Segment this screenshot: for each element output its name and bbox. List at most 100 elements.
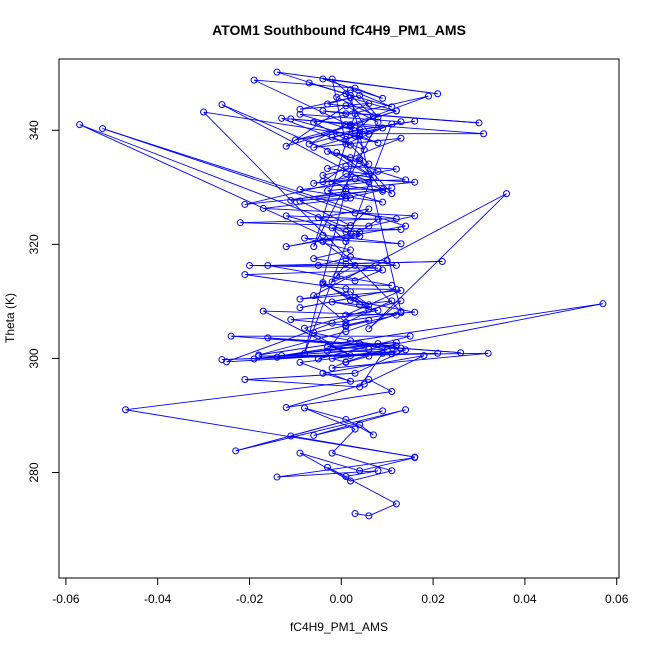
data-point: [328, 133, 336, 141]
y-axis-label: Theta (K): [3, 293, 17, 343]
series-segment: [327, 95, 360, 105]
data-point: [599, 300, 607, 308]
data-point: [484, 349, 492, 357]
data-point: [301, 324, 309, 332]
series-segment: [304, 407, 356, 430]
x-tick-label: 0.02: [421, 592, 445, 606]
series-segment: [345, 103, 370, 115]
data-point: [374, 113, 382, 121]
series-segment: [125, 409, 415, 458]
data-point: [310, 143, 318, 151]
series-segment: [368, 215, 415, 227]
data-point: [324, 165, 332, 173]
data-point: [392, 311, 400, 319]
data-point: [388, 103, 396, 111]
series-segment: [350, 95, 402, 312]
data-point: [314, 355, 322, 363]
data-point: [346, 230, 354, 238]
data-point: [223, 358, 231, 366]
series-segment: [226, 351, 397, 363]
data-point: [351, 425, 359, 433]
series-segment: [254, 342, 397, 360]
data-point: [388, 184, 396, 192]
series-segment: [350, 97, 397, 112]
data-point: [356, 132, 364, 140]
series-segment: [258, 352, 489, 357]
data-point: [346, 296, 354, 304]
series-segment: [299, 113, 402, 123]
data-point: [264, 261, 272, 269]
series-segment: [286, 383, 365, 408]
data-point: [351, 261, 359, 269]
series-segment: [331, 452, 392, 472]
data-point: [392, 215, 400, 223]
data-point: [122, 406, 130, 414]
data-point: [397, 240, 405, 248]
data-point: [241, 376, 249, 384]
data-point: [282, 243, 290, 251]
series-segment: [244, 379, 360, 388]
series-segment: [322, 165, 347, 182]
data-point: [388, 467, 396, 475]
x-tick-label: 0.04: [513, 592, 537, 606]
data-point: [351, 277, 359, 285]
series-segment: [313, 249, 351, 260]
data-point: [342, 102, 350, 110]
data-point: [319, 107, 327, 115]
data-point: [346, 141, 354, 149]
series-segment: [281, 117, 351, 146]
data-point: [365, 178, 373, 186]
series-segment: [354, 269, 383, 282]
data-point: [374, 307, 382, 315]
x-tick-label: -0.06: [52, 592, 80, 606]
series-segment: [313, 113, 356, 247]
data-point: [356, 130, 364, 138]
series-segment: [322, 282, 351, 301]
data-point: [379, 266, 387, 274]
data-point: [250, 76, 258, 84]
data-point: [392, 285, 400, 293]
series-segment: [322, 179, 406, 183]
data-point: [259, 204, 267, 212]
series-segment: [267, 261, 443, 266]
series-segment: [290, 197, 351, 201]
x-tick-label: -0.04: [144, 592, 172, 606]
series-segment: [345, 188, 383, 191]
data-point: [324, 147, 332, 155]
data-point: [328, 75, 336, 83]
data-point: [273, 353, 281, 361]
data-point: [218, 101, 226, 109]
data-point: [438, 257, 446, 265]
series-segment: [290, 410, 383, 437]
series-segment: [276, 71, 351, 96]
series-segment: [313, 121, 347, 140]
data-point: [346, 94, 354, 102]
data-point: [328, 449, 336, 457]
data-point: [480, 130, 488, 138]
series-segment: [345, 229, 401, 233]
y-tick-label: 280: [27, 462, 41, 482]
series-segment: [345, 355, 369, 363]
data-point: [392, 500, 400, 508]
series-segment: [290, 319, 346, 326]
series-segment: [263, 197, 351, 209]
y-axis: 280 300 320 340: [27, 120, 60, 483]
series-segment: [336, 275, 392, 286]
data-point: [351, 175, 359, 183]
data-point: [346, 121, 354, 129]
series-segment: [313, 95, 429, 123]
data-point: [250, 355, 258, 363]
data-point: [314, 214, 322, 222]
data-point: [434, 90, 442, 98]
data-point: [356, 157, 364, 165]
data-point: [200, 108, 208, 116]
series-segment: [336, 152, 360, 161]
series-segment: [350, 340, 402, 349]
data-point: [397, 226, 405, 234]
data-point: [475, 119, 483, 127]
data-point: [310, 118, 318, 126]
series-segment: [308, 124, 347, 145]
data-point: [365, 205, 373, 213]
series-segment: [299, 296, 356, 309]
